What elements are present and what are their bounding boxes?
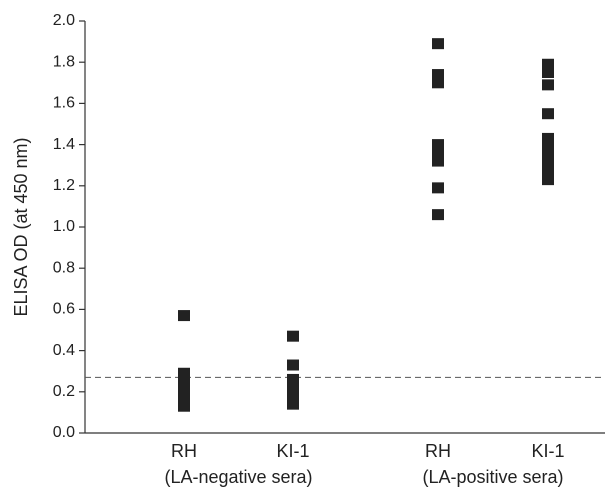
data-point [178,367,190,379]
data-point [432,77,444,89]
data-point [178,386,190,398]
data-point [542,165,554,177]
data-point [432,69,444,81]
y-tick-label: 1.2 [53,177,75,194]
data-point [542,149,554,161]
group-label: (LA-negative sera) [164,467,312,487]
y-tick-label: 0.8 [53,259,75,276]
x-tick-label: KI-1 [276,441,309,461]
data-point [178,378,190,390]
x-tick-label: KI-1 [531,441,564,461]
group-label: (LA-positive sera) [422,467,563,487]
data-point [542,174,554,186]
data-point [287,330,299,342]
data-point [542,79,554,91]
data-point [287,386,299,398]
data-point [432,155,444,167]
y-tick-label: 1.8 [53,53,75,70]
data-point [287,398,299,410]
data-point [178,400,190,412]
data-point [542,141,554,153]
y-tick-label: 1.4 [53,136,75,153]
y-tick-label: 1.0 [53,218,75,235]
data-point [432,209,444,221]
data-point [178,392,190,404]
y-tick-label: 0.2 [53,383,75,400]
x-tick-label: RH [425,441,451,461]
data-point [542,132,554,144]
data-point [542,58,554,70]
data-point [432,38,444,50]
y-axis-title: ELISA OD (at 450 nm) [11,137,31,316]
data-point [542,155,554,167]
data-point [287,380,299,392]
y-tick-label: 0.0 [53,424,75,441]
data-point [432,139,444,151]
data-point [287,373,299,385]
y-tick-label: 1.6 [53,95,75,112]
data-point [432,147,444,159]
y-tick-label: 0.4 [53,342,75,359]
data-point [542,67,554,78]
data-point [287,359,299,371]
y-tick-label: 0.6 [53,301,75,318]
data-point [432,182,444,194]
y-tick-label: 2.0 [53,12,75,29]
data-point [542,108,554,120]
data-point [287,392,299,404]
x-tick-label: RH [171,441,197,461]
data-point [178,310,190,322]
